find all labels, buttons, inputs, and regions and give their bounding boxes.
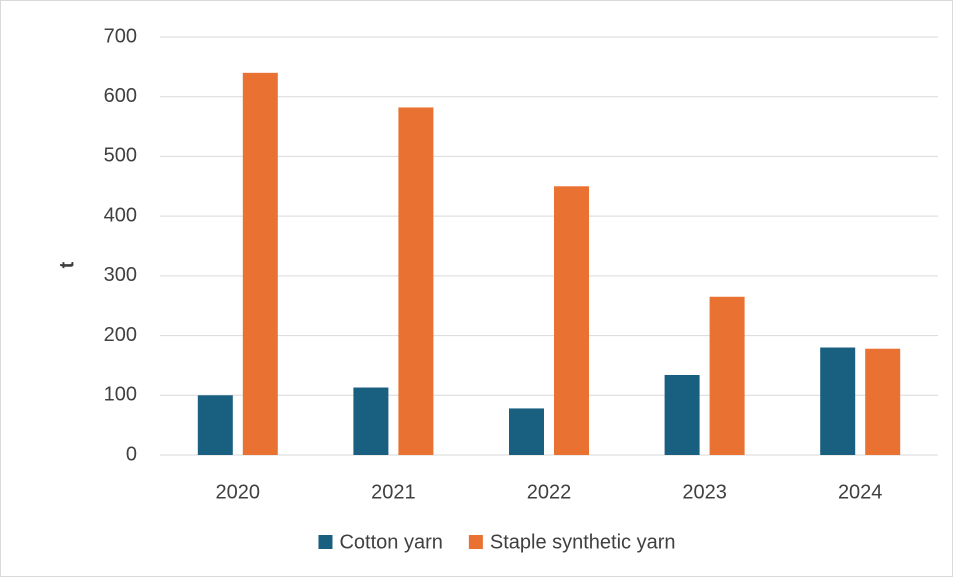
- y-tick-label: 100: [104, 384, 137, 406]
- x-tick-label: 2020: [216, 481, 261, 503]
- y-tick-label: 500: [104, 145, 137, 167]
- legend-swatch: [468, 535, 483, 549]
- bar: [242, 72, 278, 455]
- legend-label: Staple synthetic yarn: [490, 531, 676, 553]
- bar: [197, 395, 233, 455]
- bar: [820, 347, 856, 455]
- x-tick-label: 2022: [527, 481, 572, 503]
- legend-swatch: [318, 535, 333, 549]
- bar: [709, 296, 745, 455]
- y-axis-label: t: [56, 261, 78, 268]
- bar: [353, 387, 389, 455]
- y-tick-label: 700: [104, 25, 137, 47]
- bar: [865, 348, 901, 455]
- x-tick-label: 2024: [838, 481, 883, 503]
- x-tick-label: 2023: [682, 481, 727, 503]
- x-tick-label: 2021: [371, 481, 416, 503]
- bar: [509, 408, 544, 455]
- y-tick-label: 600: [104, 85, 137, 107]
- y-tick-label: 0: [126, 443, 137, 465]
- bar: [664, 374, 700, 455]
- y-tick-label: 300: [104, 264, 137, 286]
- y-tick-label: 400: [104, 204, 137, 226]
- y-tick-label: 200: [104, 324, 137, 346]
- legend-label: Cotton yarn: [339, 531, 442, 553]
- bar: [554, 186, 589, 456]
- bar: [398, 107, 434, 455]
